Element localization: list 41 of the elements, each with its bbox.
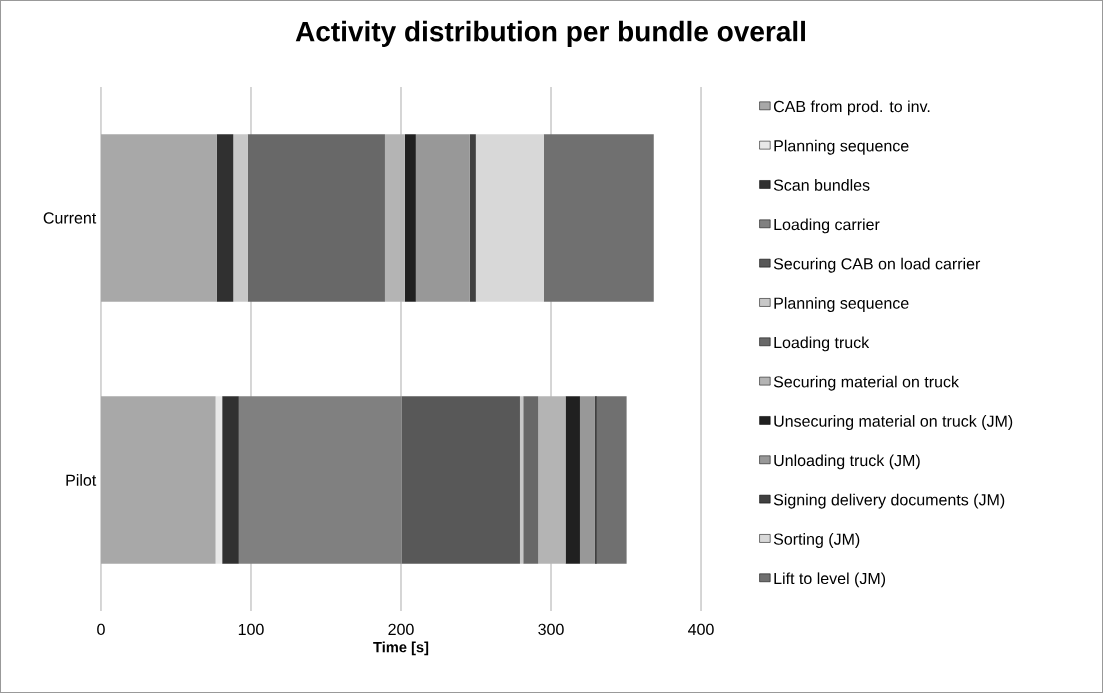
- x-tick-label: 400: [688, 623, 714, 636]
- bar: [222, 396, 239, 564]
- bar: [469, 134, 476, 302]
- legend-label: Unloading truck (JM): [774, 454, 920, 470]
- bar: [415, 134, 470, 302]
- legend-label: Securing material on truck: [773, 375, 960, 391]
- y-tick-label: Current: [43, 212, 97, 224]
- bar: [215, 396, 223, 564]
- bar: [233, 134, 248, 302]
- bar: [238, 396, 402, 564]
- bar: [579, 396, 595, 564]
- bar: [523, 396, 539, 564]
- x-axis-title: Time [s]: [373, 641, 429, 656]
- y-tick-label: Pilot: [66, 474, 97, 486]
- legend-label: Sorting (JM): [773, 533, 860, 548]
- bar: [596, 396, 627, 564]
- bar: [519, 396, 524, 564]
- legend-label: Planning sequence: [774, 297, 909, 313]
- legend-label: Loading carrier: [774, 218, 880, 234]
- legend-label: Securing CAB on load carrier: [773, 257, 981, 273]
- x-tick-label: 100: [238, 623, 264, 636]
- legend-label: Signing delivery documents (JM): [773, 493, 1005, 509]
- legend-label: Planning sequence: [774, 139, 909, 155]
- bar: [384, 134, 405, 302]
- bar: [401, 396, 520, 564]
- legend-label: Loading truck: [774, 336, 870, 352]
- legend-label: Unsecuring material on truck (JM): [774, 415, 1013, 430]
- bar: [538, 396, 566, 564]
- legend-label: CAB from prod. to inv.: [773, 100, 930, 116]
- bar: [247, 134, 385, 302]
- bar: [475, 134, 544, 302]
- bar: [543, 134, 654, 302]
- x-tick-label: 300: [538, 623, 564, 636]
- bar: [216, 134, 234, 302]
- chart-title: Activity distribution per bundle overall: [295, 20, 805, 47]
- x-tick-label: 0: [97, 623, 105, 636]
- legend-label: Scan bundles: [773, 179, 870, 191]
- bar: [404, 134, 416, 302]
- x-tick-label: 200: [388, 623, 414, 636]
- legend-label: Lift to level (JM): [774, 572, 886, 588]
- bar: [565, 396, 580, 564]
